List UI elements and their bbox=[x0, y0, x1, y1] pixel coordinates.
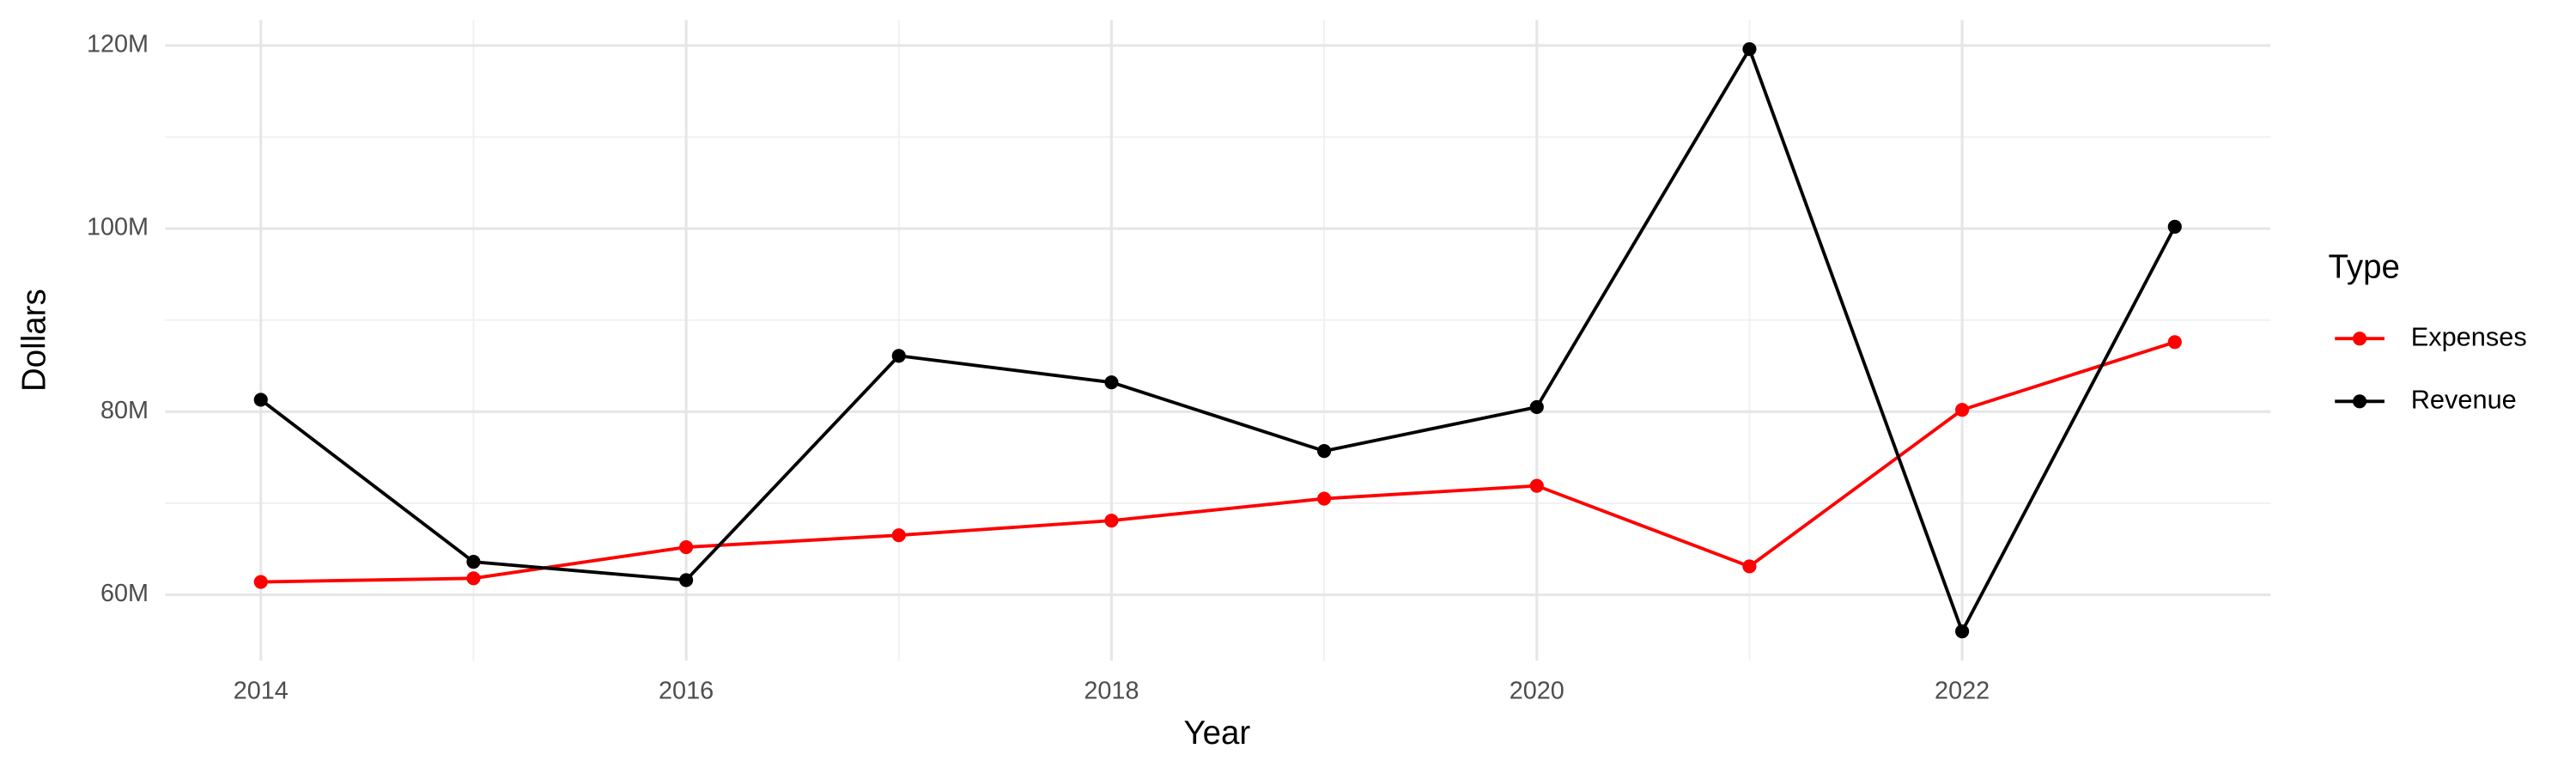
x-tick-label: 2022 bbox=[1935, 677, 1990, 704]
data-point bbox=[1742, 559, 1757, 574]
x-axis-title: Year bbox=[1183, 715, 1250, 752]
y-axis-title: Dollars bbox=[15, 289, 52, 392]
data-point bbox=[1955, 624, 1970, 639]
legend-key-point bbox=[2353, 394, 2367, 409]
data-point bbox=[891, 349, 906, 363]
data-point bbox=[1742, 42, 1757, 57]
x-tick-label: 2020 bbox=[1510, 677, 1564, 704]
data-point bbox=[2167, 335, 2182, 350]
y-tick-label: 60M bbox=[100, 580, 149, 607]
x-tick-label: 2016 bbox=[659, 677, 714, 704]
legend-key-point bbox=[2353, 332, 2367, 346]
data-point bbox=[679, 539, 694, 555]
data-point bbox=[1529, 478, 1544, 493]
legend-label: Expenses bbox=[2411, 321, 2527, 351]
data-point bbox=[253, 393, 268, 407]
data-point bbox=[891, 528, 906, 543]
data-point bbox=[2167, 219, 2182, 234]
data-point bbox=[466, 571, 481, 586]
data-point bbox=[679, 573, 694, 587]
data-point bbox=[1317, 444, 1332, 459]
grid bbox=[165, 20, 2271, 661]
data-point bbox=[1529, 399, 1544, 415]
legend-label: Revenue bbox=[2411, 384, 2517, 414]
y-tick-label: 120M bbox=[87, 31, 149, 58]
series-line bbox=[259, 45, 2177, 636]
y-tick-label: 80M bbox=[100, 397, 149, 424]
data-point bbox=[466, 555, 481, 569]
series-line bbox=[260, 340, 2176, 584]
x-tick-label: 2018 bbox=[1084, 677, 1139, 704]
data-point bbox=[253, 575, 268, 589]
data-point bbox=[1955, 403, 1970, 417]
data-point bbox=[1317, 491, 1332, 506]
y-tick-label: 100M bbox=[87, 214, 149, 241]
x-tick-label: 2014 bbox=[234, 677, 289, 704]
data-point bbox=[1104, 514, 1119, 528]
legend-title: Type bbox=[2329, 249, 2400, 286]
data-point bbox=[1104, 375, 1119, 390]
